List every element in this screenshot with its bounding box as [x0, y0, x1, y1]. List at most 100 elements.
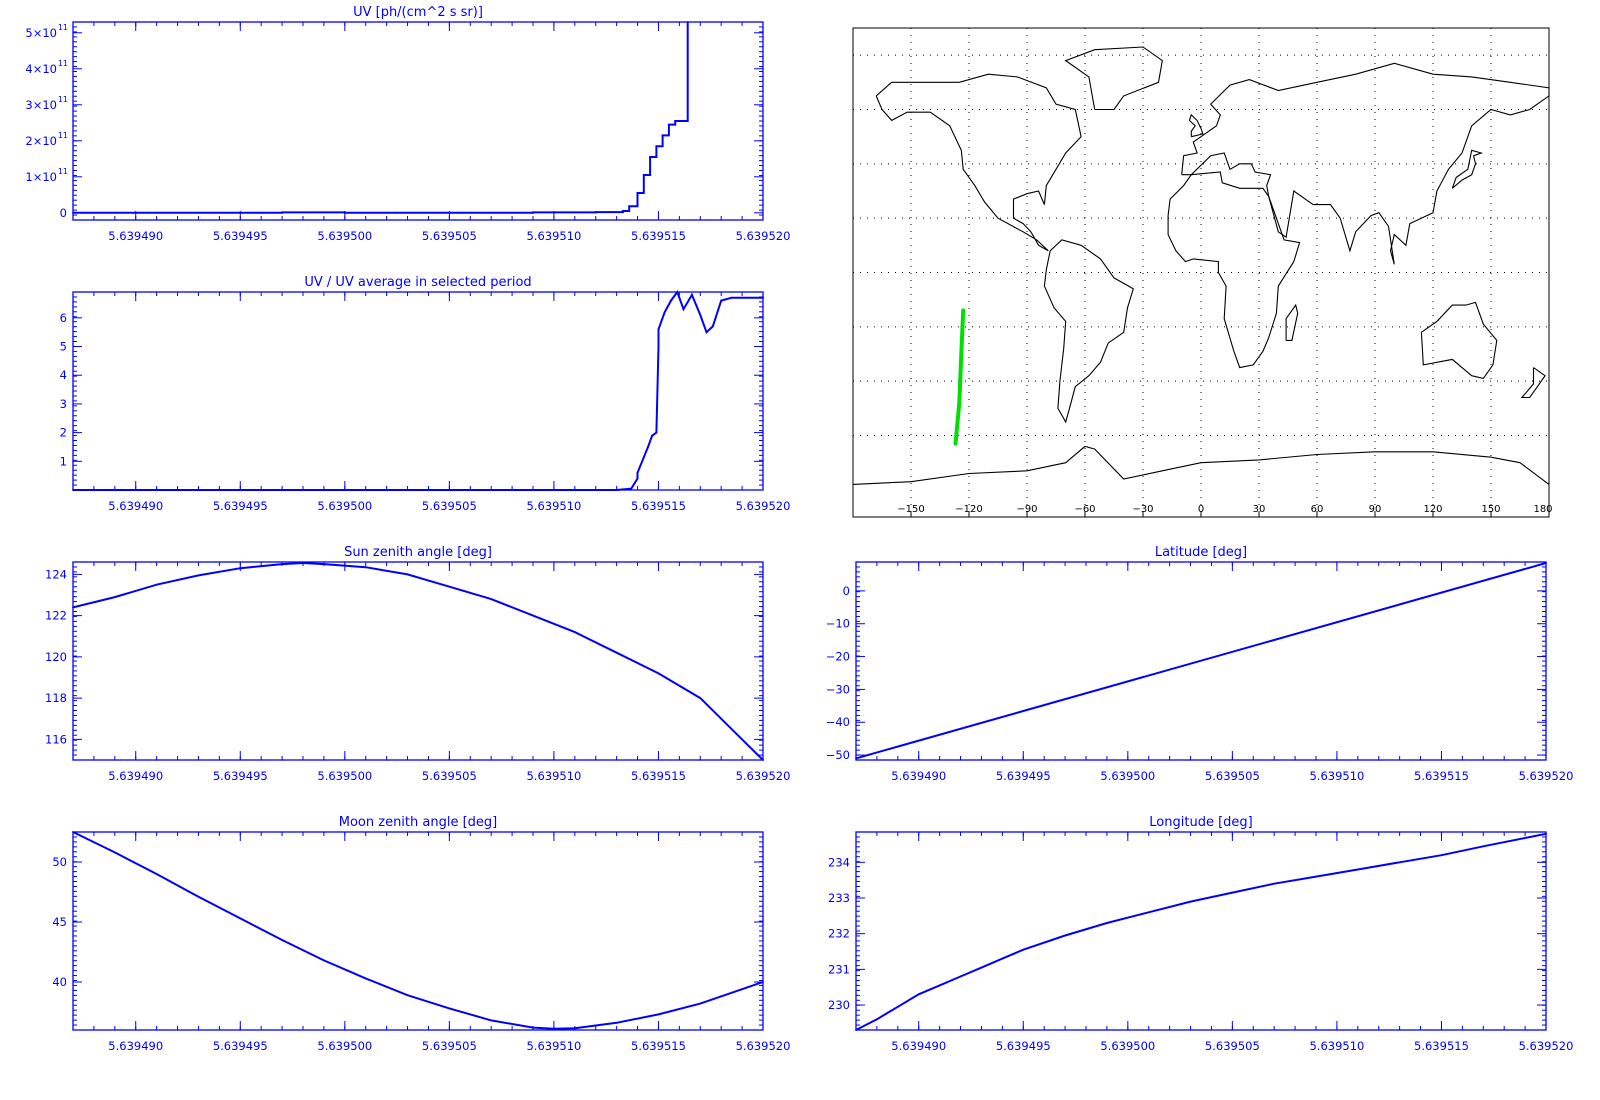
map-x-tick-label: 60 [1311, 504, 1324, 515]
series-line [855, 562, 1547, 760]
data-point [490, 598, 493, 600]
coastline-madagascar [1285, 303, 1299, 341]
data-point [364, 977, 367, 980]
data-point [113, 596, 116, 598]
x-tick-label: 5.639495 [213, 769, 268, 783]
x-tick-label: 5.639520 [1519, 1039, 1574, 1053]
data-point [896, 1005, 899, 1008]
x-tick-label: 5.639505 [422, 499, 477, 513]
data-point [1440, 854, 1443, 857]
data-point [682, 308, 685, 311]
y-tick-label: 3 [60, 397, 67, 411]
chart-title: Longitude [deg] [1149, 815, 1252, 830]
data-point [668, 123, 670, 126]
map-x-tick-label: 90 [1369, 504, 1382, 515]
data-point [657, 1013, 660, 1016]
x-tick-label: 5.639505 [422, 1039, 477, 1053]
map-x-tick-label: −30 [1132, 504, 1153, 515]
x-tick-label: 5.639500 [317, 1039, 372, 1053]
y-tick-label: 1 [60, 454, 67, 468]
data-point [490, 1019, 493, 1022]
coastline-new-zealand [1520, 367, 1546, 399]
data-point [676, 291, 679, 293]
data-point [406, 573, 409, 576]
data-point [1106, 922, 1108, 924]
chart-sun-zenith: Sun zenith angle [deg] 5.639490 5.639495 5.… [45, 545, 790, 783]
data-point [699, 314, 702, 316]
data-point [1022, 948, 1025, 951]
data-point [622, 210, 624, 212]
x-tick-label: 5.639515 [1414, 769, 1469, 783]
y-tick-label-base: 5×10 [25, 26, 57, 40]
x-tick-label: 5.639510 [1309, 1039, 1364, 1053]
y-tick-label-base: 3×10 [25, 98, 57, 112]
x-tick-label: 5.639490 [891, 769, 946, 783]
data-point [1545, 832, 1547, 835]
plot-frame [72, 291, 764, 491]
x-tick-label: 5.639495 [213, 1039, 268, 1053]
y-tick-label-base: 4×10 [25, 62, 57, 76]
plot-frame [855, 831, 1547, 1031]
data-point [855, 757, 857, 760]
data-point [594, 211, 597, 214]
y-tick-label: 6 [60, 311, 67, 325]
y-tick-label: 3×10 [25, 98, 57, 112]
chart-uv: UV [ph/(cm^2 s sr)] 5.639490 5.639495 5.639… [25, 5, 790, 243]
coastline-antarctica [852, 445, 1550, 485]
x-tick-label: 5.639490 [108, 1039, 163, 1053]
chart-title: Latitude [deg] [1155, 545, 1247, 560]
coastline-africa [1167, 171, 1301, 369]
data-point [1398, 861, 1401, 864]
x-tick-label: 5.639520 [736, 1039, 791, 1053]
data-point [657, 345, 660, 348]
y-tick-label: 124 [45, 567, 67, 581]
x-tick-label: 5.639500 [1100, 1039, 1155, 1053]
data-point [615, 489, 618, 491]
x-tick-label: 5.639520 [736, 769, 791, 783]
data-point [651, 434, 654, 437]
data-point [532, 1026, 534, 1029]
y-tick-label: 230 [828, 998, 850, 1012]
data-point [655, 431, 658, 434]
x-tick-label: 5.639510 [526, 769, 581, 783]
data-point [532, 211, 534, 214]
x-tick-label: 5.639515 [631, 1039, 686, 1053]
y-tick-label: −20 [826, 650, 850, 664]
x-tick-label: 5.639495 [213, 499, 268, 513]
x-tick-label: 5.639490 [108, 229, 163, 243]
data-point [762, 981, 764, 983]
map-x-tick-label: 30 [1253, 504, 1266, 515]
series-line [73, 22, 689, 214]
data-point [855, 1029, 857, 1031]
data-point [155, 583, 158, 586]
data-point [281, 563, 283, 565]
chart-title: UV / UV average in selected period [304, 275, 531, 290]
y-tick-label: 4 [60, 368, 67, 382]
data-point [573, 1027, 576, 1030]
data-point [1189, 900, 1192, 903]
y-tick-label-exponent: 11 [58, 167, 68, 176]
x-tick-label: 5.639500 [317, 229, 372, 243]
series-line [72, 831, 764, 1030]
x-tick-label: 5.639505 [1205, 769, 1260, 783]
y-tick-label: 2×10 [25, 134, 57, 148]
data-point [197, 895, 200, 898]
x-tick-label: 5.639515 [631, 229, 686, 243]
y-tick-label: −10 [826, 617, 850, 631]
data-point [686, 21, 689, 23]
y-tick-label-exponent: 11 [58, 23, 68, 32]
data-point [636, 192, 639, 194]
x-tick-label: 5.639495 [996, 1039, 1051, 1053]
y-tick-label-base: 1×10 [25, 170, 57, 184]
x-tick-label: 5.639490 [108, 769, 163, 783]
series-line [72, 561, 764, 761]
data-point [573, 631, 576, 633]
data-point [72, 606, 74, 609]
data-point [938, 984, 941, 987]
chart-moon-zenith: Moon zenith angle [deg] 5.639490 5.639495 5… [52, 815, 790, 1053]
map-x-tick-label: 180 [1533, 504, 1552, 515]
data-point [1064, 934, 1066, 937]
map-x-tick-label: −120 [955, 504, 982, 515]
data-point [959, 975, 962, 978]
data-point [343, 211, 346, 214]
